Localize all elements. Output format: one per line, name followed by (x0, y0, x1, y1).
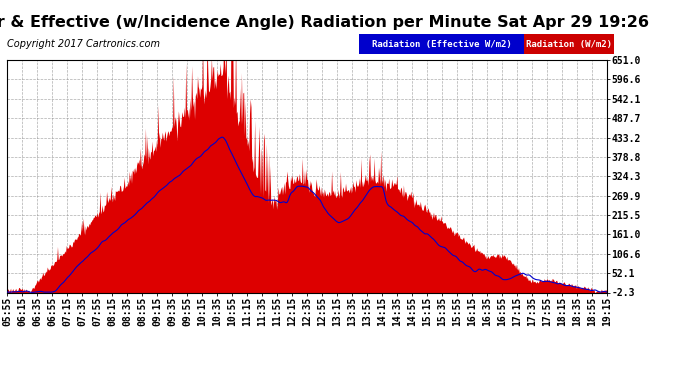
Text: Solar & Effective (w/Incidence Angle) Radiation per Minute Sat Apr 29 19:26: Solar & Effective (w/Incidence Angle) Ra… (0, 15, 649, 30)
Text: Copyright 2017 Cartronics.com: Copyright 2017 Cartronics.com (7, 39, 160, 49)
Text: Radiation (W/m2): Radiation (W/m2) (526, 40, 612, 49)
Text: Radiation (Effective W/m2): Radiation (Effective W/m2) (372, 40, 511, 49)
